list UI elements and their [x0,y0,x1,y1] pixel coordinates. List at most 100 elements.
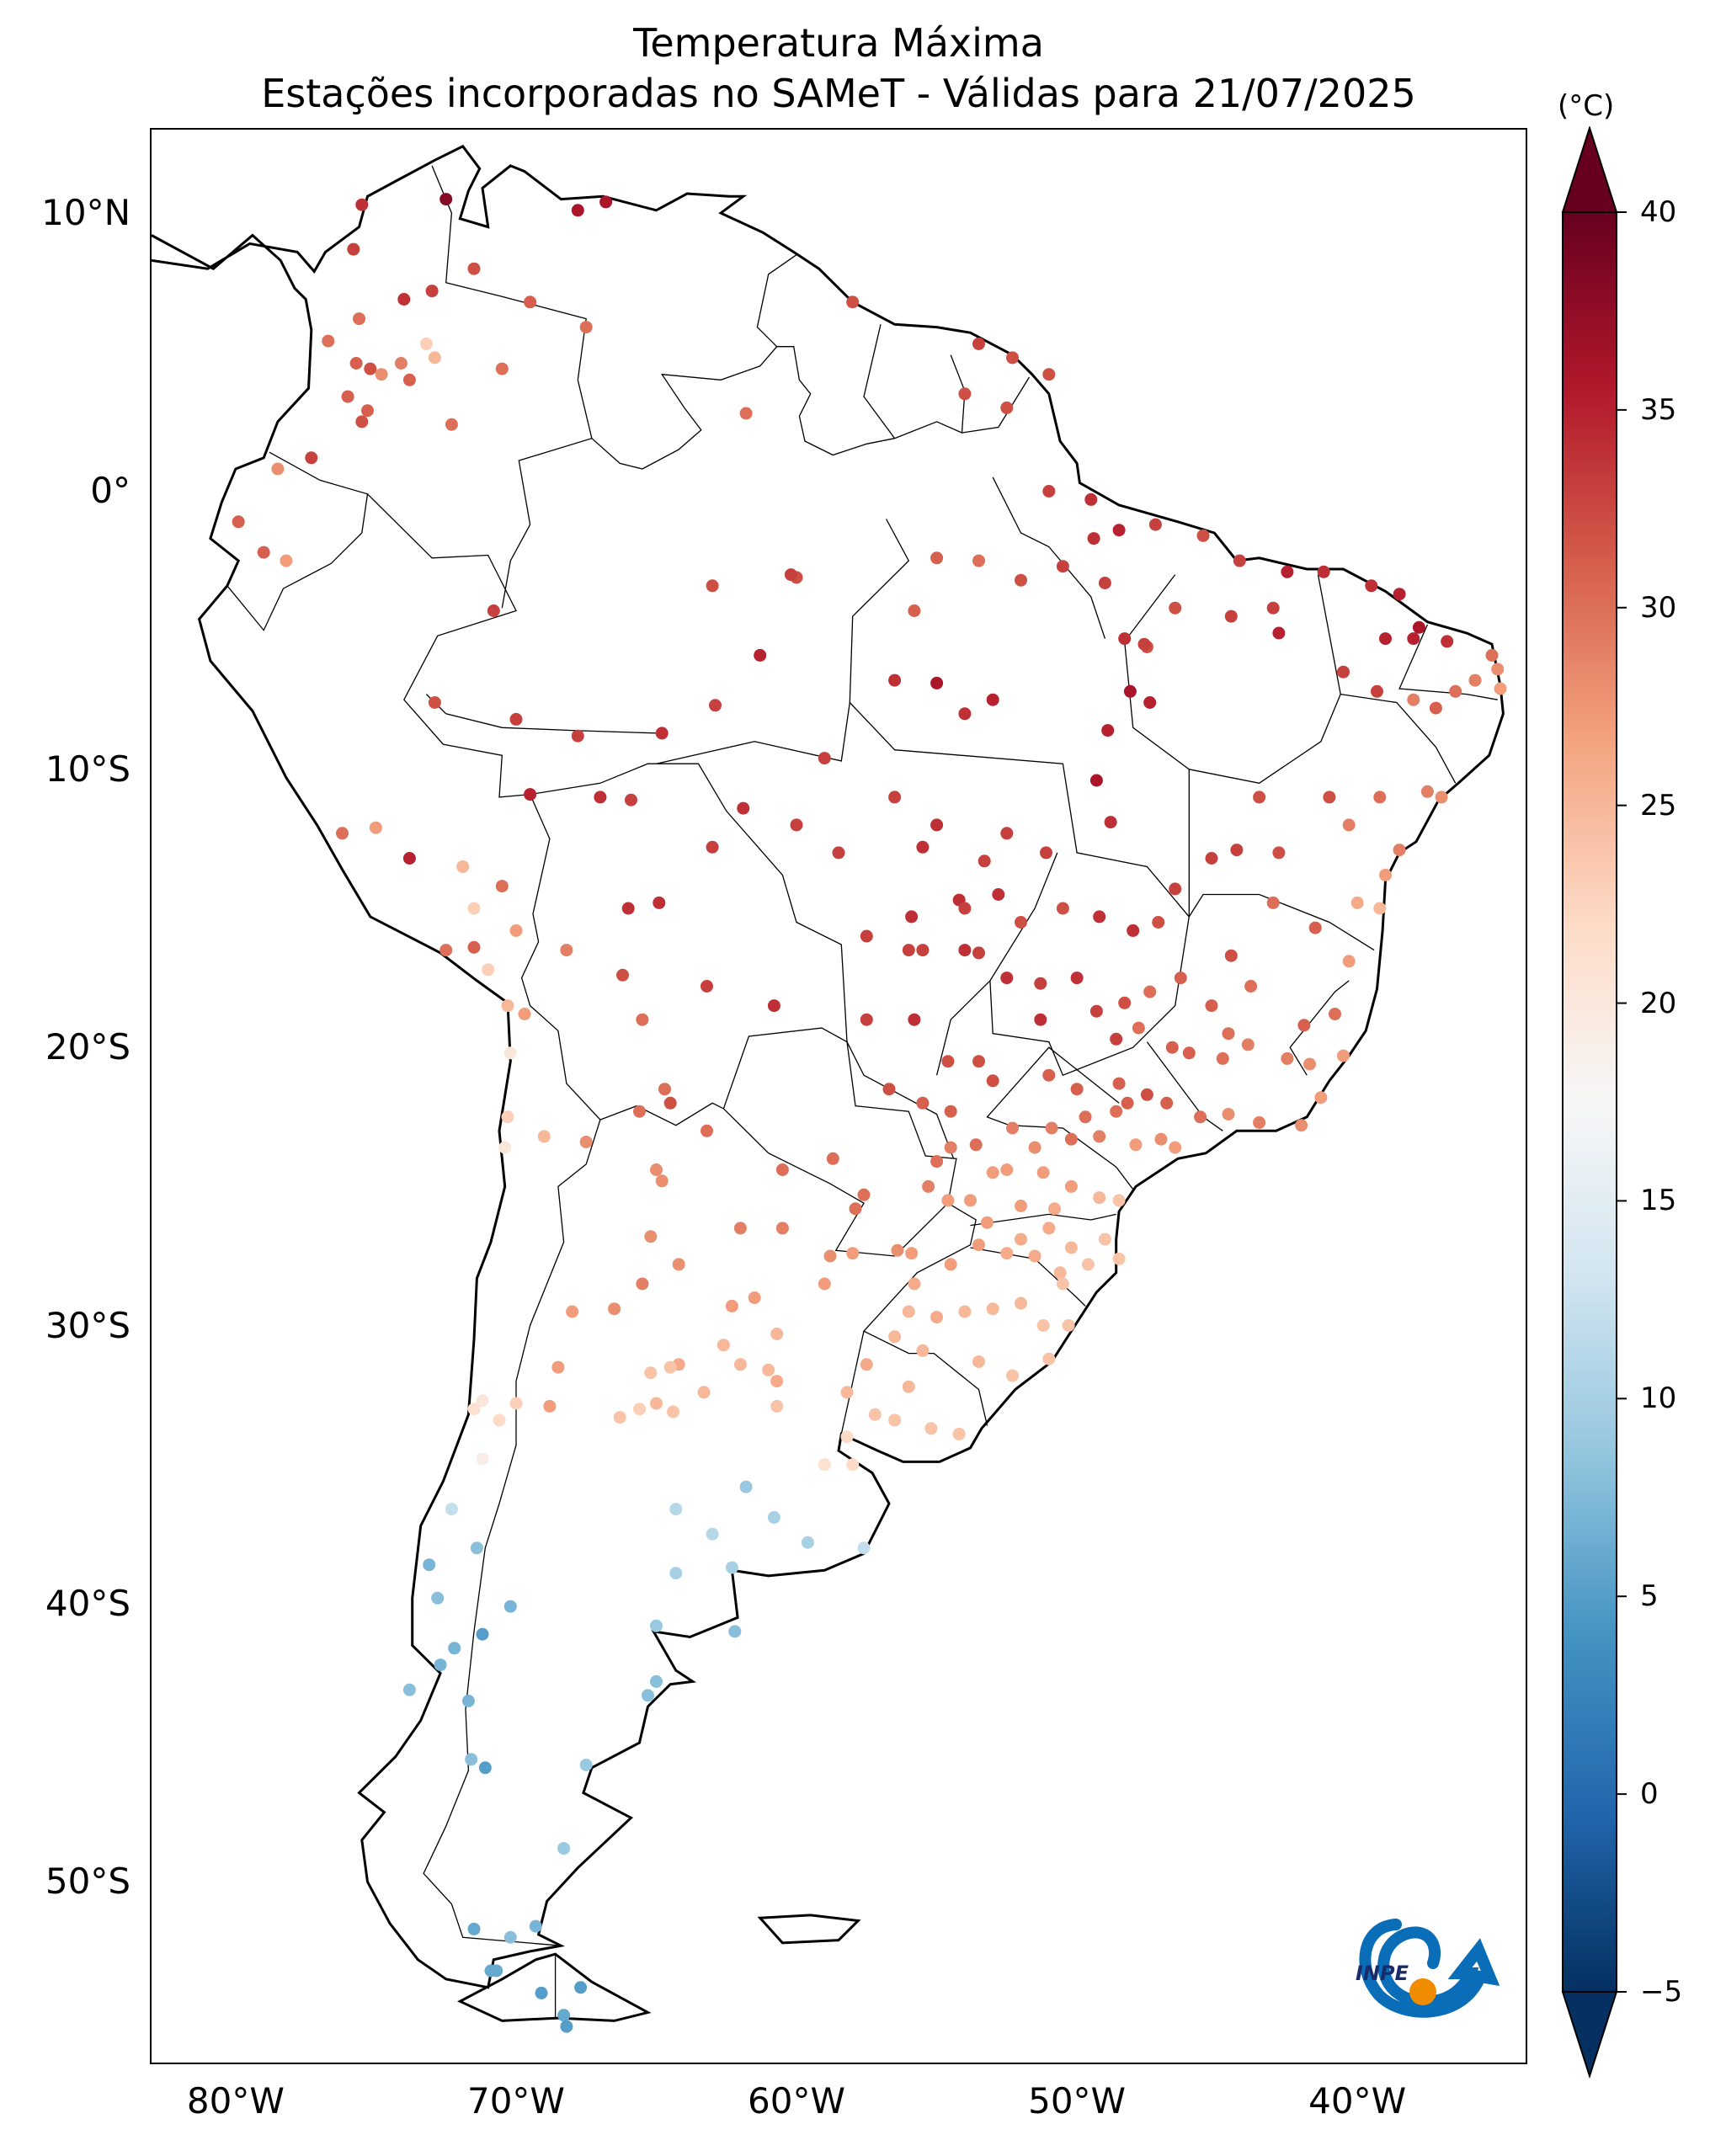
station-point[interactable] [1297,1019,1311,1032]
station-point[interactable] [1045,1121,1058,1135]
station-point[interactable] [571,729,584,743]
station-point[interactable] [701,1124,713,1137]
station-point[interactable] [669,1503,683,1516]
station-point[interactable] [467,1922,481,1935]
station-point[interactable] [790,818,803,832]
station-point[interactable] [375,368,388,381]
station-point[interactable] [397,293,411,306]
station-point[interactable] [1491,663,1505,676]
station-point[interactable] [1337,665,1350,679]
station-point[interactable] [1098,577,1111,589]
station-point[interactable] [986,1302,999,1316]
station-point[interactable] [616,968,629,982]
station-point[interactable] [1435,791,1448,804]
station-point[interactable] [958,707,972,721]
station-point[interactable] [633,1105,646,1118]
station-point[interactable] [958,1305,972,1318]
station-point[interactable] [891,1243,904,1257]
station-point[interactable] [501,999,514,1013]
station-point[interactable] [1089,1004,1103,1018]
station-point[interactable] [725,1561,738,1574]
station-point[interactable] [888,791,902,804]
station-point[interactable] [902,1305,915,1318]
station-point[interactable] [621,902,635,915]
station-point[interactable] [509,924,523,937]
station-point[interactable] [1272,626,1286,640]
station-point[interactable] [633,1403,646,1416]
station-point[interactable] [1034,977,1047,990]
station-point[interactable] [537,1130,551,1143]
station-point[interactable] [908,1277,921,1291]
station-point[interactable] [349,357,363,370]
station-point[interactable] [972,1355,985,1368]
station-point[interactable] [1393,844,1406,857]
station-point[interactable] [439,193,453,206]
station-point[interactable] [402,373,416,386]
station-point[interactable] [1303,1057,1316,1071]
station-point[interactable] [767,1511,780,1524]
station-point[interactable] [439,944,453,957]
station-point[interactable] [509,712,523,726]
station-point[interactable] [503,1930,517,1944]
station-point[interactable] [495,880,509,893]
station-point[interactable] [1174,972,1187,985]
station-point[interactable] [1429,701,1442,715]
station-point[interactable] [529,1919,542,1933]
station-point[interactable] [728,1625,742,1638]
station-point[interactable] [669,1567,683,1580]
station-point[interactable] [487,604,500,617]
station-point[interactable] [402,1683,416,1696]
station-point[interactable] [402,852,416,865]
station-point[interactable] [361,404,374,418]
station-point[interactable] [1154,1132,1168,1146]
station-point[interactable] [823,1249,837,1263]
station-point[interactable] [1070,1083,1084,1096]
station-point[interactable] [902,944,915,957]
station-point[interactable] [1308,921,1322,934]
station-point[interactable] [1053,1266,1067,1280]
station-point[interactable] [944,1258,957,1271]
station-point[interactable] [1244,980,1258,993]
station-point[interactable] [952,1427,966,1440]
station-point[interactable] [336,827,349,840]
station-point[interactable] [706,579,719,593]
station-point[interactable] [1036,1319,1050,1332]
station-point[interactable] [860,1013,873,1026]
station-point[interactable] [1132,1021,1145,1035]
station-point[interactable] [1087,532,1100,546]
station-point[interactable] [1241,1038,1255,1051]
station-point[interactable] [1230,844,1244,857]
station-point[interactable] [916,944,930,957]
station-point[interactable] [1205,999,1218,1013]
station-point[interactable] [503,1600,517,1613]
station-point[interactable] [826,1152,839,1165]
station-point[interactable] [1266,896,1280,909]
station-point[interactable] [888,673,902,687]
station-point[interactable] [1196,529,1210,542]
station-point[interactable] [908,1013,921,1026]
station-point[interactable] [1169,882,1182,896]
station-point[interactable] [972,946,985,960]
station-point[interactable] [1118,632,1132,646]
station-point[interactable] [1420,785,1434,798]
station-point[interactable] [846,1458,860,1472]
station-point[interactable] [322,334,335,348]
station-point[interactable] [762,1363,775,1376]
station-point[interactable] [1165,1041,1179,1054]
station-point[interactable] [369,821,382,834]
station-point[interactable] [1152,916,1165,929]
station-point[interactable] [428,351,441,365]
station-point[interactable] [613,1411,626,1424]
station-point[interactable] [579,321,593,334]
station-point[interactable] [1224,949,1238,962]
station-point[interactable] [470,1541,483,1555]
station-point[interactable] [425,285,439,298]
station-point[interactable] [655,727,669,740]
station-point[interactable] [524,788,537,801]
station-point[interactable] [1373,791,1387,804]
station-point[interactable] [905,910,919,924]
station-point[interactable] [775,1222,789,1235]
station-point[interactable] [986,1074,999,1088]
station-point[interactable] [1182,1046,1196,1060]
station-point[interactable] [941,1194,955,1207]
